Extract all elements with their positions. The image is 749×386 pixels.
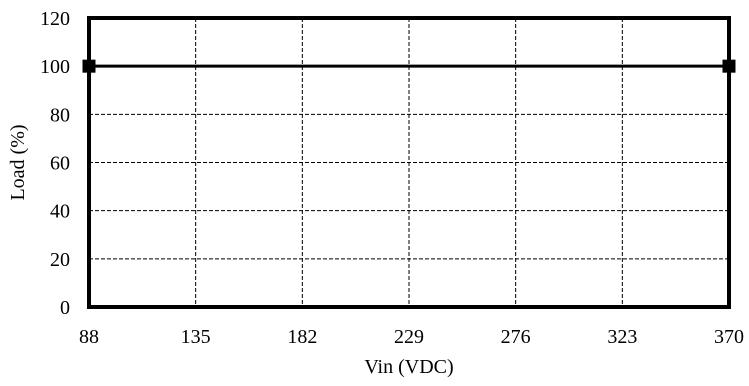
y-axis-title: Load (%) <box>7 124 29 200</box>
x-axis-title: Vin (VDC) <box>364 356 453 378</box>
plot-frame <box>87 16 731 309</box>
y-axis-ticks: 0 20 40 60 80 100 120 <box>40 8 70 319</box>
x-tick-label: 276 <box>501 326 531 348</box>
y-tick-label: 20 <box>50 249 70 271</box>
x-tick-label: 182 <box>287 326 317 348</box>
x-tick-label: 135 <box>181 326 211 348</box>
x-tick-label: 370 <box>714 326 744 348</box>
y-tick-label: 0 <box>60 297 70 319</box>
y-tick-label: 120 <box>40 8 70 30</box>
x-axis-ticks: 88 135 182 229 276 323 370 <box>79 326 744 348</box>
data-point-marker <box>722 59 736 73</box>
y-tick-label: 100 <box>40 56 70 78</box>
x-tick-label: 323 <box>607 326 637 348</box>
marker-layer <box>82 59 736 73</box>
x-tick-label: 88 <box>79 326 99 348</box>
x-tick-label: 229 <box>394 326 424 348</box>
y-tick-label: 80 <box>50 104 70 126</box>
gridlines <box>89 18 729 307</box>
data-point-marker <box>82 59 96 73</box>
y-tick-label: 40 <box>50 201 70 223</box>
y-tick-label: 60 <box>50 153 70 175</box>
